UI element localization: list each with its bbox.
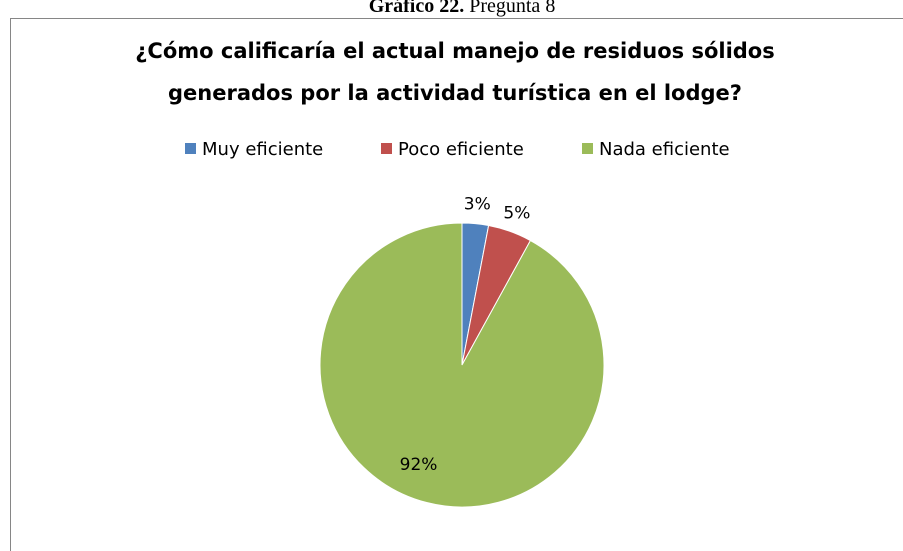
chart-title: generados por la actividad turística en … (168, 81, 742, 105)
legend-label: Poco eficiente (398, 139, 524, 160)
pie-slice (319, 222, 605, 508)
caption-label: Gráfico 22. (369, 0, 465, 17)
caption: Gráfico 22. Pregunta 8 (369, 0, 556, 17)
legend-swatch (582, 143, 593, 154)
legend-swatch (185, 143, 196, 154)
legend-swatch (381, 143, 392, 154)
legend-label: Nada eficiente (599, 139, 730, 160)
legend-label: Muy eficiente (202, 139, 323, 160)
data-label: 5% (503, 204, 530, 224)
data-label: 3% (464, 195, 491, 215)
caption-text: Pregunta 8 (469, 0, 555, 17)
data-label: 92% (400, 455, 438, 475)
chart-title: ¿Cómo calificaría el actual manejo de re… (135, 39, 775, 63)
